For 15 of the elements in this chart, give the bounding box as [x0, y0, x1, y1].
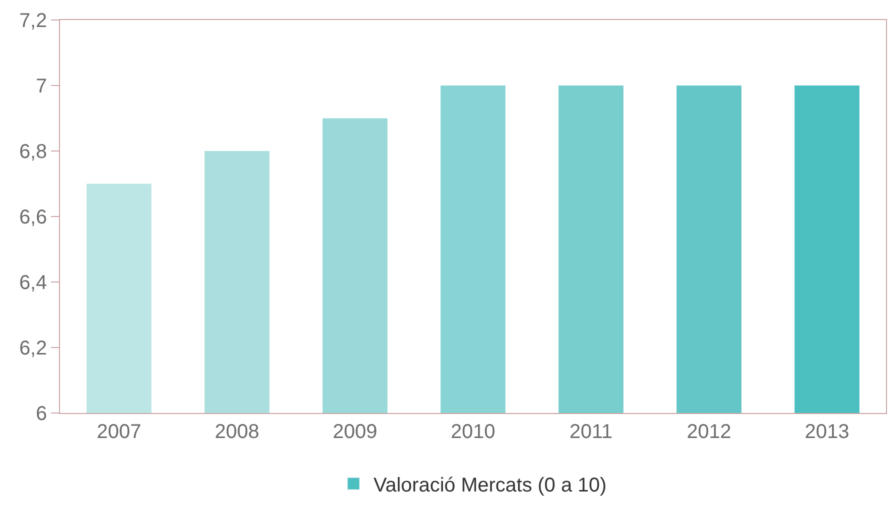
legend-label: Valoració Mercats (0 a 10) [374, 474, 607, 496]
y-tick-label: 7,2 [19, 10, 47, 32]
x-tick-label: 2013 [804, 421, 850, 443]
y-tick-label: 6,8 [19, 141, 47, 163]
y-tick-label: 6,4 [19, 272, 47, 294]
x-tick-label: 2010 [450, 421, 496, 443]
x-tick-label: 2008 [214, 421, 260, 443]
y-tick-label: 6,2 [19, 338, 47, 360]
x-tick-label: 2011 [569, 421, 613, 443]
y-tick-label: 6 [36, 403, 47, 425]
x-tick-label: 2012 [686, 421, 732, 443]
x-tick-label: 2007 [96, 421, 142, 443]
y-tick-label: 6,6 [19, 206, 47, 228]
y-tick-label: 7 [36, 76, 47, 98]
x-tick-label: 2009 [332, 421, 378, 443]
